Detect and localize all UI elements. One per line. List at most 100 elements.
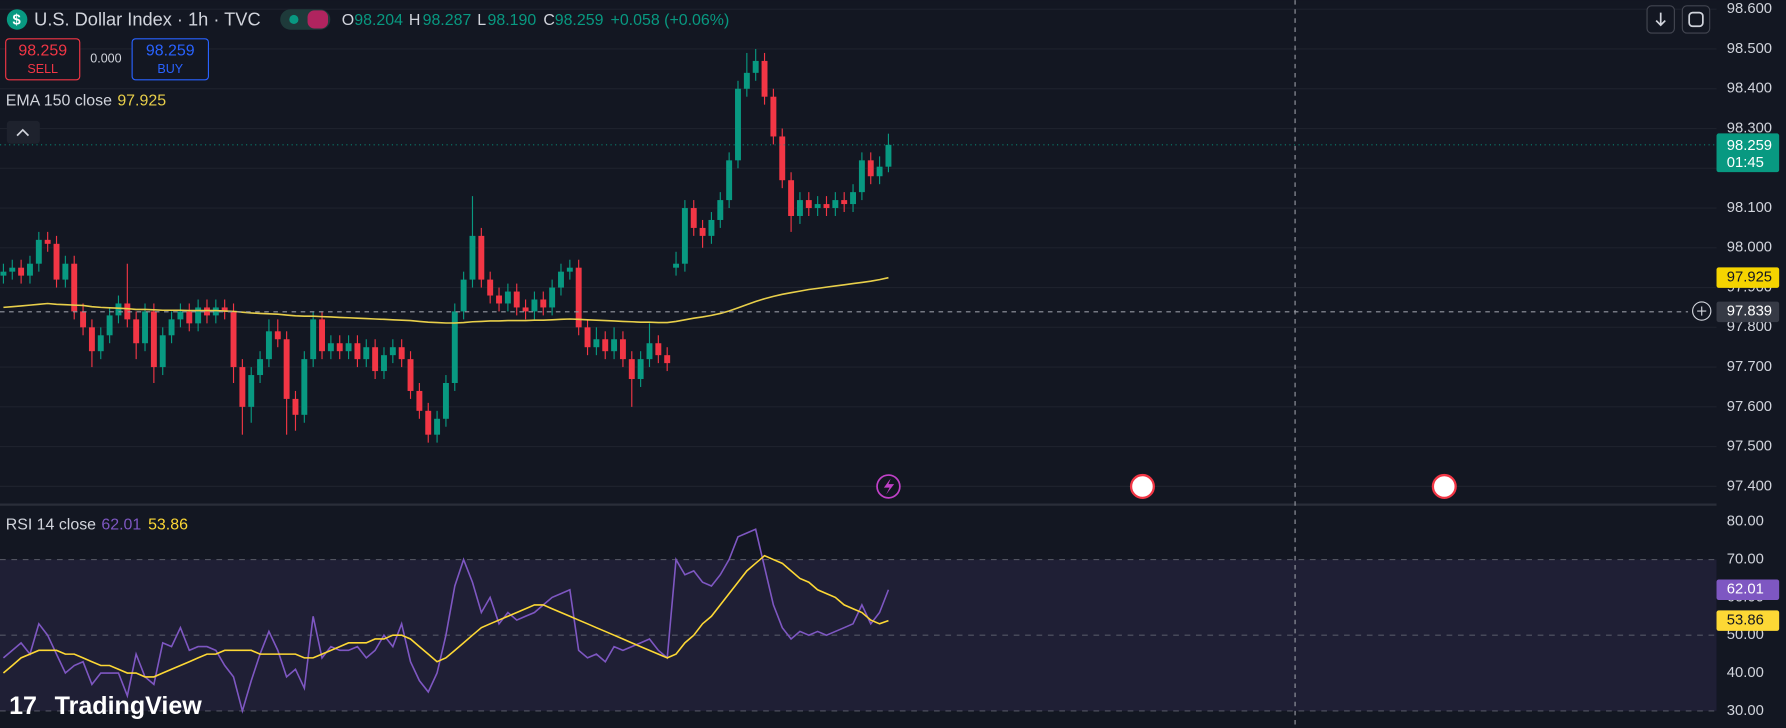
y-tick-label: 97.700 xyxy=(1727,359,1772,375)
rsi-value-box xyxy=(1716,579,1780,601)
collapse-button[interactable] xyxy=(6,120,40,144)
data-status xyxy=(307,10,329,29)
fullscreen-button[interactable] xyxy=(1681,5,1711,34)
candle-body xyxy=(664,355,671,364)
candle-body xyxy=(752,60,759,73)
candle-body xyxy=(150,311,157,368)
candle-body xyxy=(133,319,140,344)
candle-body xyxy=(549,287,556,308)
candle-body xyxy=(602,339,609,352)
candle-body xyxy=(779,136,786,181)
candle-body xyxy=(44,239,51,244)
ohlc-value: 98.190 xyxy=(488,12,537,29)
candle-body xyxy=(381,355,387,372)
countdown: 01:45 xyxy=(1727,155,1764,171)
candle-body xyxy=(301,359,308,415)
candle-body xyxy=(221,307,228,312)
symbol[interactable]: U.S. Dollar Index · 1h · TVC xyxy=(34,9,260,29)
buy-price: 98.259 xyxy=(146,43,195,60)
candle-body xyxy=(735,88,741,161)
fullscreen-icon xyxy=(1688,11,1704,28)
plot xyxy=(0,8,1717,714)
candle-body xyxy=(53,243,60,280)
candle-body xyxy=(248,375,255,407)
candle-body xyxy=(142,311,148,344)
y-tick-label: 97.600 xyxy=(1727,399,1772,415)
candle-body xyxy=(195,307,202,324)
candle-body xyxy=(867,160,874,177)
sell-button[interactable] xyxy=(5,38,81,81)
candle-body xyxy=(451,311,458,383)
spread: 0.000 xyxy=(90,52,121,66)
buy-button[interactable] xyxy=(131,38,210,81)
candle-body xyxy=(743,72,750,89)
event-marker[interactable] xyxy=(1431,473,1457,499)
candle-body xyxy=(841,200,848,205)
candle-body xyxy=(186,311,193,324)
last-price: 98.259 xyxy=(1727,138,1772,154)
crosshair-price: 97.839 xyxy=(1727,304,1772,320)
candle-body xyxy=(673,263,679,268)
candle-body xyxy=(265,331,272,360)
candle-body xyxy=(558,271,564,288)
change: +0.058 (+0.06%) xyxy=(611,12,730,29)
candle-body xyxy=(80,311,87,328)
candle-body xyxy=(504,291,511,304)
ohlc-letter: C xyxy=(543,12,555,29)
candle-body xyxy=(425,410,432,435)
ema-price: 97.925 xyxy=(1727,270,1772,286)
ohlc-value: 98.204 xyxy=(354,12,403,29)
scroll-icon xyxy=(1655,12,1666,27)
candle-body xyxy=(18,267,25,276)
candle-body xyxy=(177,311,184,320)
candle-body xyxy=(611,339,618,352)
candle-body xyxy=(646,343,653,360)
candle-body xyxy=(655,343,662,356)
candle-body xyxy=(204,307,210,316)
candle-body xyxy=(708,219,715,236)
candle-body xyxy=(274,331,281,340)
candle-body xyxy=(212,307,219,316)
candle-body xyxy=(496,295,502,304)
candle-body xyxy=(9,267,16,272)
rsi-ma-value: 53.86 xyxy=(1727,613,1764,629)
last-price-box xyxy=(1716,133,1780,173)
y-tick-label: 97.800 xyxy=(1727,319,1772,335)
candle-body xyxy=(717,200,724,220)
y-tick-label: 98.400 xyxy=(1727,81,1772,97)
crosshair-price-box xyxy=(1716,301,1780,323)
buy-label: BUY xyxy=(157,62,183,76)
candle-body xyxy=(283,339,290,399)
y-tick-label: 98.000 xyxy=(1727,240,1772,256)
candle-body xyxy=(97,335,104,352)
candle-body xyxy=(407,359,414,391)
rsi-value: 62.01 xyxy=(1727,582,1764,598)
candle-body xyxy=(372,347,379,372)
candle-body xyxy=(619,339,626,360)
candle-body xyxy=(637,359,644,380)
candle-body xyxy=(389,347,396,356)
y-tick-label: 80.00 xyxy=(1727,514,1764,530)
candle-body xyxy=(27,263,33,276)
event-marker[interactable] xyxy=(1129,473,1155,499)
candle-body xyxy=(354,343,361,360)
candle-body xyxy=(584,327,591,348)
rsi-legend: RSI 14 close xyxy=(6,516,96,533)
y-tick-label: 98.600 xyxy=(1727,1,1772,17)
candle-body xyxy=(478,235,485,280)
collapse-icon xyxy=(16,128,30,137)
candle-body xyxy=(487,279,494,296)
candle-body xyxy=(0,271,7,276)
candle-body xyxy=(770,96,777,137)
candle-body xyxy=(823,204,830,209)
logo-mark: 17 xyxy=(9,692,37,720)
rsi-line xyxy=(2,554,889,678)
candle-body xyxy=(531,299,538,312)
candle-body xyxy=(522,307,529,312)
logo[interactable]: TradingView xyxy=(55,692,203,720)
candle-body xyxy=(690,208,697,228)
candle-body xyxy=(257,359,264,376)
candle-body xyxy=(327,343,334,352)
